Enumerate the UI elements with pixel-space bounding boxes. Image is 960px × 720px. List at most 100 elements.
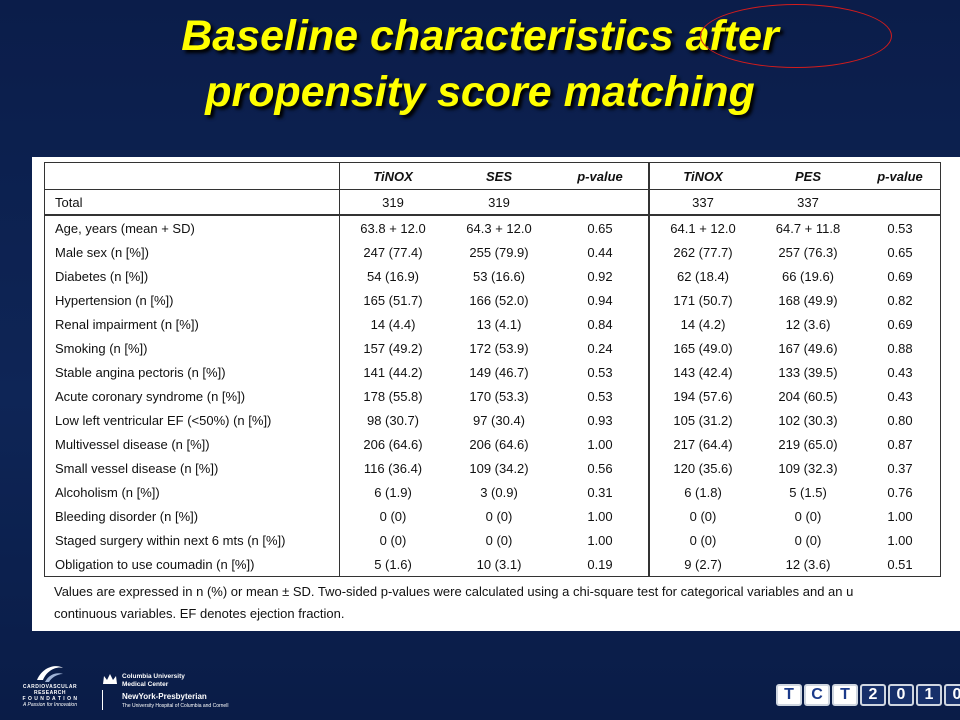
cell: 10 (3.1) xyxy=(476,556,522,572)
row-label: Small vessel disease (n [%]) xyxy=(44,456,340,480)
red-highlight-circle xyxy=(700,4,892,68)
cell: 178 (55.8) xyxy=(363,388,423,404)
cell: 0 (0) xyxy=(794,532,822,548)
footnote-line-1: Values are expressed in n (%) or mean ± … xyxy=(54,584,854,599)
cell: 319 xyxy=(488,194,510,210)
cell: 0 (0) xyxy=(379,508,407,524)
cell: 319 xyxy=(382,194,404,210)
cell: 64.7 + 11.8 xyxy=(775,220,841,236)
tct-logo-digit: 0 xyxy=(944,684,960,706)
slide-title-line-1: Baseline characteristics after xyxy=(181,12,779,60)
cell: 0 (0) xyxy=(794,508,822,524)
table-row: Hypertension (n [%]) 165 (51.7) 166 (52.0)… xyxy=(44,288,941,312)
table-row: Stable angina pectoris (n [%]) 141 (44.2)… xyxy=(44,360,941,384)
cell: 1.00 xyxy=(860,504,941,528)
cell: 1.00 xyxy=(552,504,650,528)
cell: 64.3 + 12.0 xyxy=(466,220,532,236)
table-row: Male sex (n [%]) 247 (77.4) 255 (79.9) 0.44… xyxy=(44,240,941,264)
cell: 337 xyxy=(797,194,819,210)
cell: 171 (50.7) xyxy=(673,292,733,308)
row-label: Low left ventricular EF (<50%) (n [%]) xyxy=(44,408,340,432)
cell: 206 (64.6) xyxy=(469,436,529,452)
cell: 143 (42.4) xyxy=(673,364,733,380)
row-label: Bleeding disorder (n [%]) xyxy=(44,504,340,528)
row-label: Stable angina pectoris (n [%]) xyxy=(44,360,340,384)
cell: 5 (1.5) xyxy=(789,484,827,500)
header-ses: SES xyxy=(485,168,512,184)
cell: 170 (53.3) xyxy=(469,388,529,404)
cell: 141 (44.2) xyxy=(363,364,423,380)
cell: 98 (30.7) xyxy=(366,412,420,428)
cell: 0.93 xyxy=(552,408,650,432)
cell: 219 (65.0) xyxy=(778,436,838,452)
tct-logo-digit: 1 xyxy=(916,684,942,706)
table-row-total: Total 319 319 337 337 xyxy=(44,189,941,215)
table-row: Age, years (mean + SD) 63.8 + 12.0 64.3 + … xyxy=(44,215,941,240)
cell: 0 (0) xyxy=(689,532,717,548)
cell: 257 (76.3) xyxy=(778,244,838,260)
cell: 0.92 xyxy=(552,264,650,288)
cell: 0.53 xyxy=(552,360,650,384)
cell: 0.56 xyxy=(552,456,650,480)
cell: 206 (64.6) xyxy=(363,436,423,452)
cumc-name-line-1: Columbia University xyxy=(122,673,185,680)
row-label: Smoking (n [%]) xyxy=(44,336,340,360)
table-row: Acute coronary syndrome (n [%]) 178 (55.8… xyxy=(44,384,941,408)
row-label: Acute coronary syndrome (n [%]) xyxy=(44,384,340,408)
crf-logo: CARDIOVASCULAR RESEARCH F O U N D A T I … xyxy=(10,662,90,709)
cell: 0.76 xyxy=(860,480,941,504)
baseline-table: TiNOX SES p-value TiNOX PES p-value Tota… xyxy=(44,162,941,577)
nyp-name: NewYork-Presbyterian xyxy=(122,692,207,701)
cell: 0.43 xyxy=(860,360,941,384)
cell: 165 (49.0) xyxy=(673,340,733,356)
cell: 165 (51.7) xyxy=(363,292,423,308)
tct-logo-digit: 2 xyxy=(860,684,886,706)
cell: 0.51 xyxy=(860,552,941,577)
table-header-row: TiNOX SES p-value TiNOX PES p-value xyxy=(44,162,941,190)
header-pes: PES xyxy=(794,168,821,184)
cell: 0.24 xyxy=(552,336,650,360)
cumc-name-line-2: Medical Center xyxy=(122,681,169,688)
cell: 64.1 + 12.0 xyxy=(670,220,736,236)
cell: 217 (64.4) xyxy=(673,436,733,452)
logo-divider xyxy=(102,690,103,710)
cell: 66 (19.6) xyxy=(781,268,835,284)
cell: 14 (4.2) xyxy=(680,316,726,332)
row-label: Renal impairment (n [%]) xyxy=(44,312,340,336)
cell: 0.37 xyxy=(860,456,941,480)
slide-title: Baseline characteristics after propensit… xyxy=(0,8,960,120)
cell: 337 xyxy=(692,194,714,210)
row-label: Staged surgery within next 6 mts (n [%]) xyxy=(44,528,340,552)
tct-logo-letter: C xyxy=(804,684,830,706)
cell: 172 (53.9) xyxy=(469,340,529,356)
cell: 0.69 xyxy=(860,264,941,288)
cell: 53 (16.6) xyxy=(472,268,526,284)
cell: 0.82 xyxy=(860,288,941,312)
cell: 0.44 xyxy=(552,240,650,264)
cell: 0.94 xyxy=(552,288,650,312)
crf-swoosh-icon xyxy=(37,666,63,682)
table-row: Smoking (n [%]) 157 (49.2) 172 (53.9) 0.24 1… xyxy=(44,336,941,360)
cell: 0.80 xyxy=(860,408,941,432)
cell: 0.53 xyxy=(552,384,650,408)
row-label: Diabetes (n [%]) xyxy=(44,264,340,288)
cell: 168 (49.9) xyxy=(778,292,838,308)
cell: 255 (79.9) xyxy=(469,244,529,260)
cell: 262 (77.7) xyxy=(673,244,733,260)
table-row: Obligation to use coumadin (n [%]) 5 (1.6… xyxy=(44,552,941,577)
table-row: Bleeding disorder (n [%]) 0 (0) 0 (0) 1.00 0… xyxy=(44,504,941,528)
tct-logo-digit: 0 xyxy=(888,684,914,706)
crf-tagline: A Passion for Innovation xyxy=(22,702,77,708)
crf-name-line-1: CARDIOVASCULAR RESEARCH xyxy=(22,684,78,696)
cell: 0.69 xyxy=(860,312,941,336)
tct-logo-letter: T xyxy=(832,684,858,706)
table-footnote: Values are expressed in n (%) or mean ± … xyxy=(54,581,960,625)
cell: 166 (52.0) xyxy=(469,292,529,308)
cell: 54 (16.9) xyxy=(366,268,420,284)
cell: 5 (1.6) xyxy=(374,556,412,572)
cell: 0.87 xyxy=(860,432,941,456)
tct-2010-logo: T C T 2 0 1 0 xyxy=(776,684,960,706)
cell: 0.84 xyxy=(552,312,650,336)
cell: 0.53 xyxy=(860,215,941,240)
table-row: Small vessel disease (n [%]) 116 (36.4) 10… xyxy=(44,456,941,480)
